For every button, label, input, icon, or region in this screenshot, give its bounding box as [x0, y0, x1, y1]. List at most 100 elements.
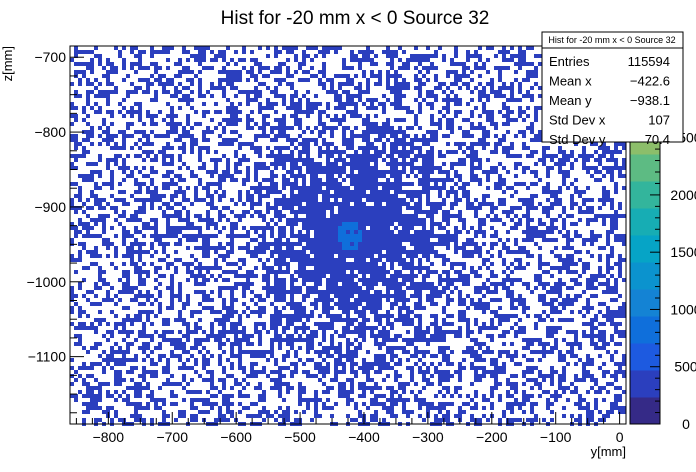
- heatmap-cell: [386, 198, 390, 202]
- heatmap-cell: [514, 98, 518, 102]
- heatmap-cell: [382, 94, 386, 98]
- heatmap-cell: [266, 54, 270, 58]
- heatmap-cell: [78, 174, 82, 178]
- heatmap-cell: [334, 318, 338, 322]
- heatmap-cell: [262, 298, 266, 302]
- heatmap-cell: [210, 58, 214, 62]
- heatmap-cell: [514, 54, 518, 58]
- heatmap-cell: [434, 78, 438, 82]
- heatmap-cell: [602, 202, 606, 206]
- heatmap-cell: [450, 322, 454, 326]
- heatmap-cell: [238, 146, 242, 150]
- heatmap-cell: [550, 238, 554, 242]
- heatmap-cell: [374, 206, 378, 210]
- heatmap-cell: [546, 146, 550, 150]
- heatmap-cell: [246, 246, 250, 250]
- heatmap-cell: [586, 310, 590, 314]
- heatmap-cell: [122, 130, 126, 134]
- heatmap-cell: [354, 318, 358, 322]
- heatmap-cell: [334, 270, 338, 274]
- heatmap-cell: [78, 258, 82, 262]
- heatmap-cell: [502, 66, 506, 70]
- heatmap-cell: [402, 154, 406, 158]
- heatmap-cell: [370, 274, 374, 278]
- heatmap-cell: [394, 162, 398, 166]
- heatmap-cell: [378, 194, 382, 198]
- heatmap-cell: [86, 94, 90, 98]
- heatmap-cell: [414, 202, 418, 206]
- heatmap-cell: [422, 330, 426, 334]
- heatmap-cell: [374, 122, 378, 126]
- heatmap-cell: [206, 234, 210, 238]
- heatmap-cell: [374, 166, 378, 170]
- heatmap-cell: [218, 110, 222, 114]
- heatmap-cell: [294, 110, 298, 114]
- heatmap-cell: [210, 202, 214, 206]
- heatmap-cell: [342, 270, 346, 274]
- heatmap-cell: [98, 158, 102, 162]
- heatmap-cell: [502, 314, 506, 318]
- heatmap-cell: [418, 322, 422, 326]
- heatmap-cell: [290, 274, 294, 278]
- heatmap-cell: [102, 282, 106, 286]
- heatmap-cell: [254, 98, 258, 102]
- heatmap-cell: [186, 86, 190, 90]
- heatmap-cell: [466, 230, 470, 234]
- heatmap-cell: [538, 266, 542, 270]
- heatmap-cell: [206, 278, 210, 282]
- heatmap-cell: [490, 226, 494, 230]
- heatmap-cell: [378, 190, 382, 194]
- heatmap-cell: [614, 310, 618, 314]
- heatmap-cell: [122, 234, 126, 238]
- heatmap-cell: [294, 250, 298, 254]
- heatmap-cell: [198, 218, 202, 222]
- heatmap-cell: [82, 62, 86, 66]
- heatmap-cell: [414, 154, 418, 158]
- heatmap-cell: [354, 134, 358, 138]
- heatmap-cell: [194, 122, 198, 126]
- heatmap-cell: [618, 150, 622, 154]
- heatmap-cell: [374, 170, 378, 174]
- heatmap-cell: [458, 290, 462, 294]
- heatmap-cell: [414, 58, 418, 62]
- heatmap-cell: [314, 274, 318, 278]
- heatmap-cell: [250, 66, 254, 70]
- heatmap-cell: [426, 230, 430, 234]
- heatmap-cell: [186, 326, 190, 330]
- heatmap-cell: [378, 234, 382, 238]
- heatmap-cell: [210, 206, 214, 210]
- heatmap-cell: [450, 234, 454, 238]
- heatmap-cell: [218, 70, 222, 74]
- heatmap-cell: [254, 170, 258, 174]
- heatmap-cell: [402, 246, 406, 250]
- heatmap-cell: [334, 194, 338, 198]
- heatmap-cell: [134, 190, 138, 194]
- heatmap-cell: [202, 110, 206, 114]
- heatmap-cell: [434, 294, 438, 298]
- heatmap-cell: [606, 278, 610, 282]
- heatmap-cell: [514, 222, 518, 226]
- heatmap-cell: [366, 146, 370, 150]
- heatmap-cell: [218, 294, 222, 298]
- heatmap-cell: [590, 206, 594, 210]
- heatmap-cell: [234, 94, 238, 98]
- heatmap-cell: [418, 90, 422, 94]
- heatmap-cell: [242, 210, 246, 214]
- heatmap-cell: [286, 206, 290, 210]
- heatmap-cell: [550, 202, 554, 206]
- heatmap-cell: [458, 146, 462, 150]
- heatmap-cell: [558, 282, 562, 286]
- heatmap-cell: [382, 246, 386, 250]
- heatmap-cell: [346, 142, 350, 146]
- heatmap-cell: [466, 278, 470, 282]
- heatmap-cell: [530, 254, 534, 258]
- heatmap-cell: [582, 262, 586, 266]
- heatmap-cell: [334, 294, 338, 298]
- heatmap-cell: [362, 294, 366, 298]
- heatmap-cell: [538, 202, 542, 206]
- heatmap-cell: [502, 246, 506, 250]
- heatmap-cell: [278, 270, 282, 274]
- heatmap-cell: [222, 206, 226, 210]
- heatmap-cell: [234, 170, 238, 174]
- heatmap-cell: [154, 194, 158, 198]
